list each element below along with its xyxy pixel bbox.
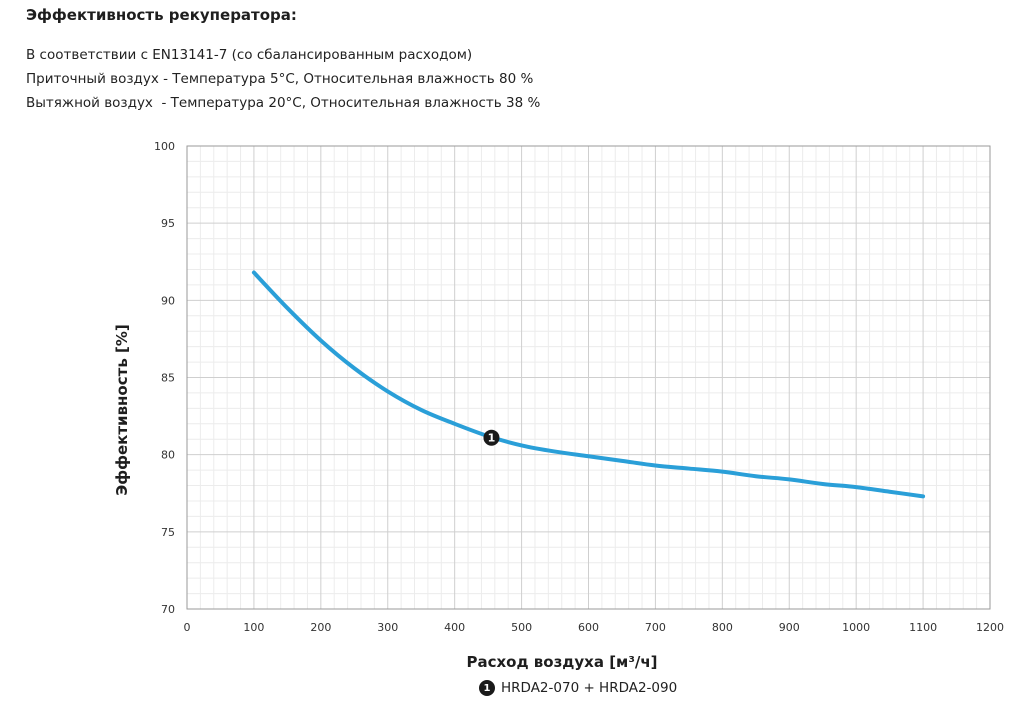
- x-tick-label: 500: [511, 621, 532, 634]
- y-tick-label: 100: [154, 140, 175, 153]
- legend-entry-label: HRDA2-070 + HRDA2-090: [501, 680, 678, 696]
- x-tick-label: 900: [779, 621, 800, 634]
- x-tick-label: 0: [184, 621, 191, 634]
- legend: 1 HRDA2-070 + HRDA2-090: [479, 680, 677, 696]
- x-axis-label: Расход воздуха [м³/ч]: [466, 653, 657, 671]
- y-tick-label: 80: [161, 449, 175, 462]
- y-tick-label: 85: [161, 372, 175, 385]
- condition-exhaust-air: Вытяжной воздух - Температура 20°C, Отно…: [26, 95, 541, 111]
- x-tick-label: 600: [578, 621, 599, 634]
- x-tick-label: 200: [310, 621, 331, 634]
- series-marker-badge: [483, 429, 500, 446]
- x-tick-label: 100: [243, 621, 264, 634]
- x-tick-labels: 0 100 200 300 400 500 600 700 800 900 1000 1100 1200: [184, 621, 1005, 634]
- condition-supply-air: Приточный воздух - Температура 5°C, Отно…: [26, 71, 534, 87]
- test-conditions: В соответствии с EN13141-7 (со сбалансир…: [26, 43, 540, 115]
- x-tick-label: 800: [712, 621, 733, 634]
- x-tick-label: 400: [444, 621, 465, 634]
- y-tick-label: 75: [161, 526, 175, 539]
- x-tick-label: 1100: [909, 621, 937, 634]
- legend-marker-badge: 1: [479, 680, 495, 696]
- x-tick-label: 1000: [842, 621, 870, 634]
- y-tick-labels: 70 75 80 85 90 95 100: [154, 140, 175, 616]
- series-marker-label: 1: [488, 432, 496, 445]
- section-heading: Эффективность рекуператора:: [26, 6, 297, 24]
- y-tick-label: 70: [161, 603, 175, 616]
- plot-frame: [186, 145, 991, 610]
- condition-standard: В соответствии с EN13141-7 (со сбалансир…: [26, 47, 473, 63]
- y-axis-label: Эффективность [%]: [113, 324, 131, 496]
- x-tick-label: 1200: [976, 621, 1004, 634]
- x-tick-label: 700: [645, 621, 666, 634]
- x-tick-label: 300: [377, 621, 398, 634]
- y-tick-label: 95: [161, 217, 175, 230]
- series-line-1: [251, 270, 926, 499]
- series-layer: 1: [251, 270, 926, 499]
- y-tick-label: 90: [161, 294, 175, 307]
